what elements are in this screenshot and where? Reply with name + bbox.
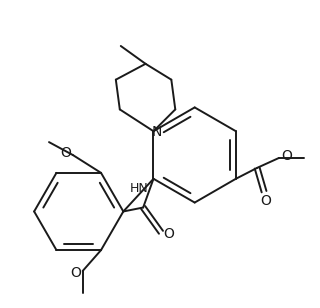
Text: O: O [260,193,271,208]
Text: O: O [164,227,174,241]
Text: O: O [70,266,81,280]
Text: O: O [60,146,71,160]
Text: N: N [151,125,162,139]
Text: HN: HN [130,182,149,195]
Text: O: O [281,149,292,163]
